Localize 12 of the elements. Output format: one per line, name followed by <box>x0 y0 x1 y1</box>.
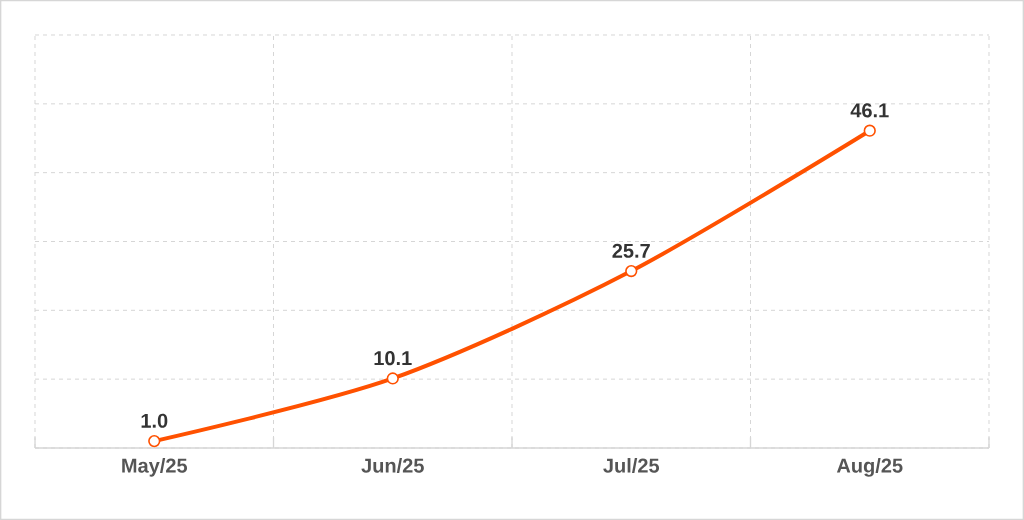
x-tick-label: May/25 <box>122 458 188 477</box>
data-label: 46.1 <box>850 103 889 118</box>
x-tick-label: Jun/25 <box>361 458 424 473</box>
data-label: 10.1 <box>374 351 412 366</box>
x-tick-label: Jul/25 <box>603 458 660 473</box>
point <box>863 124 876 137</box>
point <box>386 372 399 385</box>
data-label: 1.0 <box>141 413 168 428</box>
x-tick-label: Aug/25 <box>836 458 903 477</box>
data-label: 25.7 <box>612 243 650 258</box>
point <box>625 264 638 278</box>
point <box>148 434 161 448</box>
